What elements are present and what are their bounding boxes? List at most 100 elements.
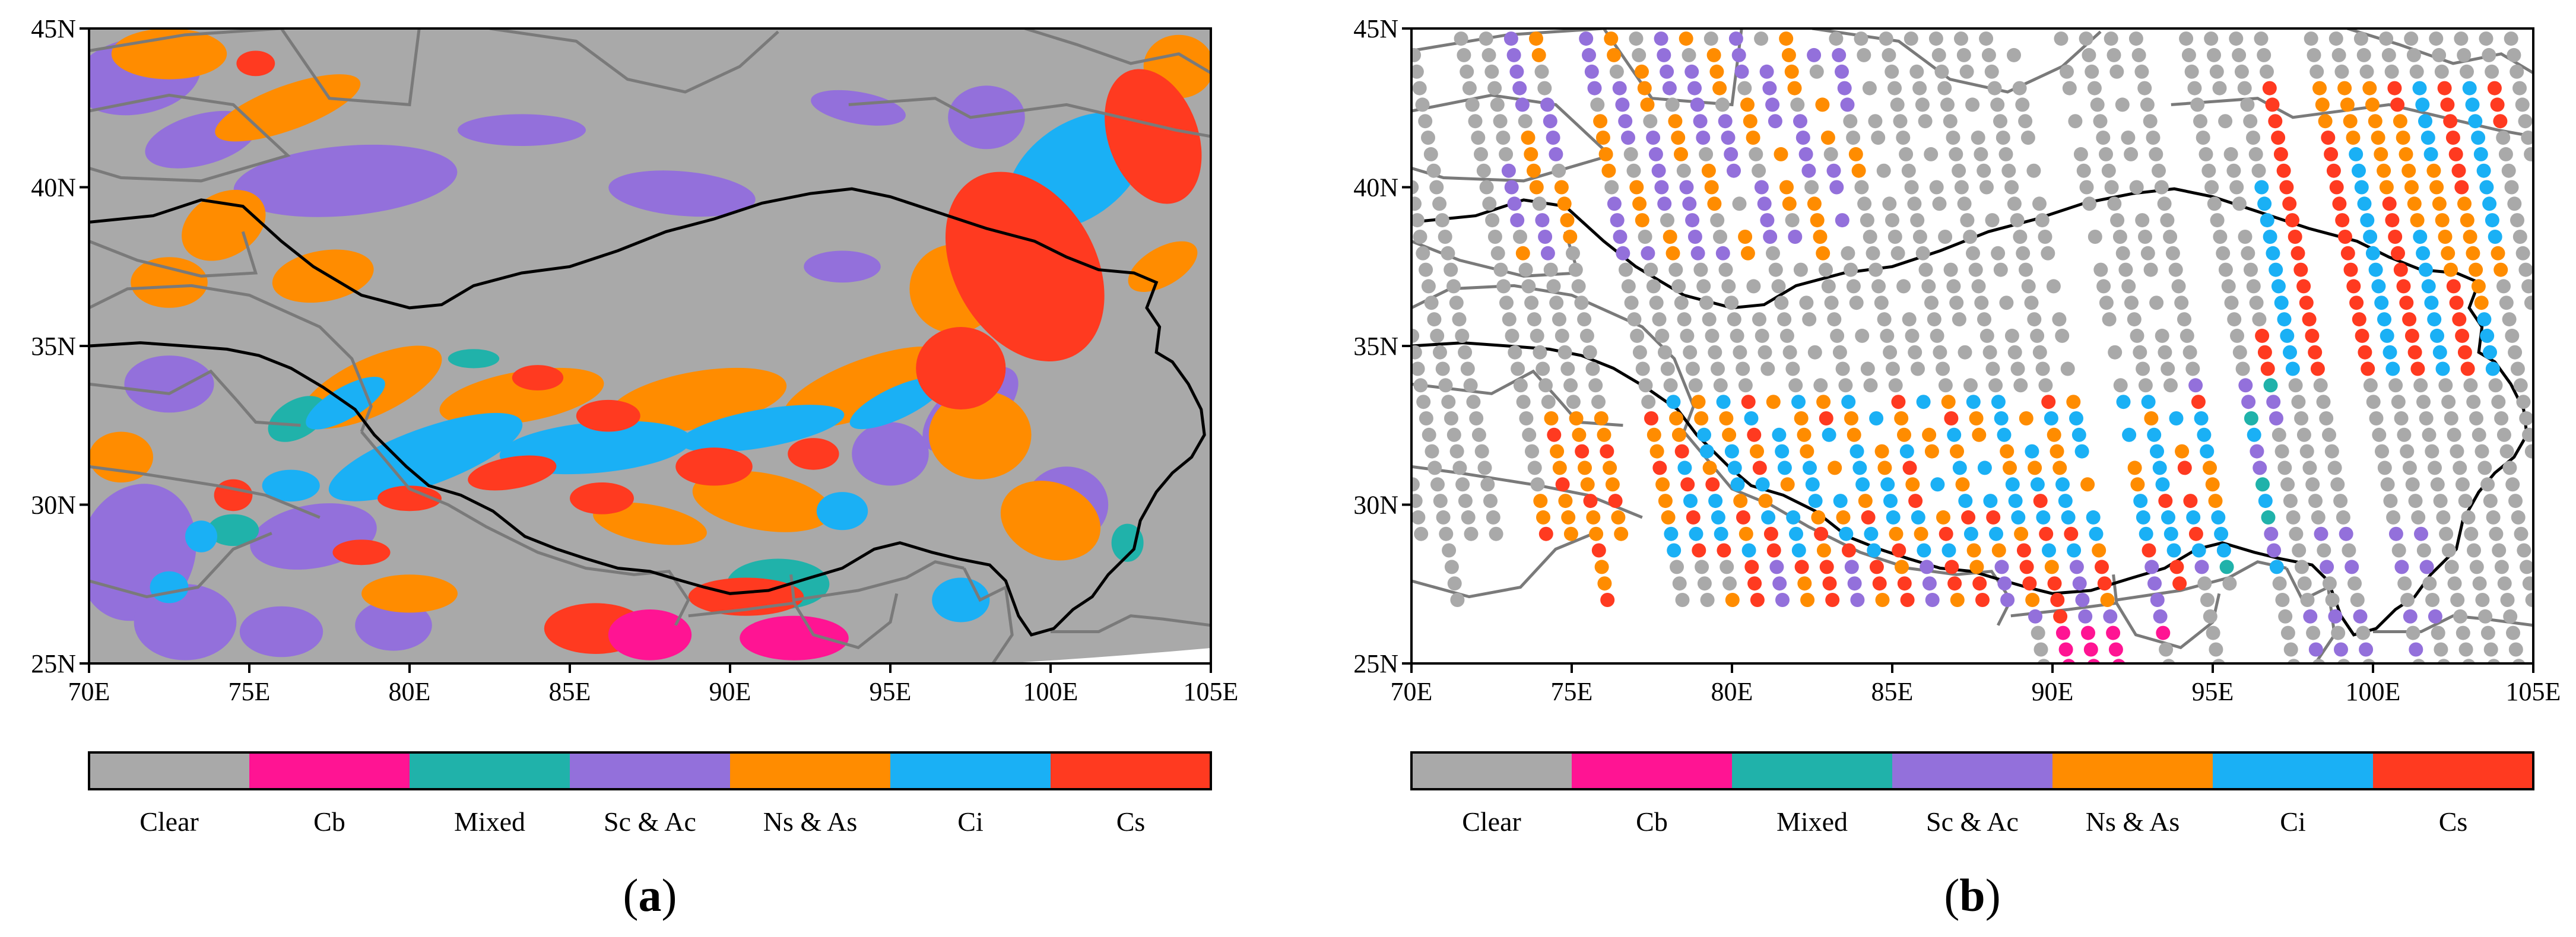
legend-swatch-ns-as [730,752,890,789]
track-point-cs [1872,576,1887,591]
track-point-clear [2275,593,2290,607]
track-point-clear [1490,246,1505,261]
track-point-clear [2019,262,2033,277]
track-point-cs [2361,361,2375,376]
track-point-ci [2011,510,2026,525]
track-point-clear [2037,659,2051,663]
track-point-ns-as [1966,543,1981,558]
track-point-clear [1710,213,1725,228]
track-point-clear [1682,47,1696,62]
track-point-ci [2462,81,2477,96]
track-point-clear [1819,262,1833,277]
track-point-ci [2479,180,2494,195]
track-point-ci [2271,279,2286,294]
cloud-patch-mixed [1111,523,1144,562]
track-point-clear [1946,279,1961,294]
track-point-clear [1452,312,1467,327]
track-point-cs [1750,593,1765,607]
track-point-sc-ac [2303,609,2318,624]
track-point-cb [2087,659,2101,663]
track-point-clear [1854,31,1868,46]
track-point-clear [1790,97,1805,112]
track-point-clear [2430,28,2437,30]
track-point-clear [1465,97,1480,112]
track-point-clear [1899,147,1914,161]
track-point-clear [2514,526,2529,541]
track-point-ci [1711,510,1725,525]
track-point-ci [2152,460,2167,475]
cloud-patch-ci [262,469,320,502]
track-point-clear [2513,378,2528,393]
y-tick-label: 35N [1353,332,1398,361]
track-point-ci [2480,328,2495,343]
track-point-ci [1699,444,1714,459]
track-point-ci [1789,526,1803,541]
track-point-clear [1571,279,1586,294]
track-point-clear [2406,47,2421,62]
cloud-patch-cs [576,399,640,432]
track-point-clear [2213,230,2228,244]
track-point-ns-as [1661,510,1676,525]
track-point-ns-as [1560,213,1575,228]
track-point-clear [1670,560,1684,574]
track-point-clear [2325,593,2340,607]
track-point-ns-as [1589,526,1604,541]
track-point-clear [2216,246,2231,261]
track-point-ns-as [2337,81,2352,96]
track-point-ns-as [2396,131,2410,145]
cloud-patch-cb [740,615,849,660]
track-point-ns-as [1569,411,1584,425]
track-point-clear [2180,28,2187,30]
track-point-clear [1927,312,1941,327]
track-point-clear [2102,312,2117,327]
track-point-clear [2038,378,2053,393]
track-point-ns-as [1807,196,1822,211]
track-point-clear [1489,526,1503,541]
track-point-clear [2431,625,2445,640]
track-point-clear [2458,642,2473,657]
track-point-sc-ac [1765,97,1780,112]
track-point-sc-ac [1731,47,1746,62]
track-point-cs [1900,593,1915,607]
track-point-cs [2050,593,2065,607]
track-point-ns-as [1647,427,1661,442]
track-point-clear [1890,97,1905,112]
track-point-ci [2042,543,2056,558]
track-point-clear [2249,296,2264,310]
track-point-ns-as [2003,460,2017,475]
x-tick-label: 85E [549,677,591,706]
track-point-clear [2222,576,2237,591]
track-point-ci [1991,395,2006,409]
track-point-clear [2054,31,2069,46]
track-point-clear [2312,659,2326,663]
y-tick-label: 25N [31,649,76,678]
cloud-patch-ns-as [272,249,374,303]
track-point-clear [1952,163,1966,178]
track-point-clear [1487,230,1502,244]
track-point-ci [2122,427,2137,442]
track-point-sc-ac [1795,131,1810,145]
track-point-clear [1702,312,1717,327]
track-point-ns-as [1515,246,1530,261]
track-point-clear [1915,246,1930,261]
track-point-cb [2062,659,2076,663]
track-point-cs [1766,543,1781,558]
track-point-clear [2363,378,2378,393]
track-point-clear [2133,345,2147,360]
track-point-ns-as [1640,97,1655,112]
track-point-ci [2133,494,2148,509]
track-point-ci [2432,345,2447,360]
track-point-ns-as [1875,593,1890,607]
cloud-patch-sc-ac [804,250,881,283]
track-point-ns-as [1611,510,1626,525]
track-point-clear [1502,312,1517,327]
track-point-clear [2502,312,2517,327]
track-point-clear [2488,378,2503,393]
track-point-ci [1864,526,1879,541]
legend-label: Cb [313,806,345,837]
track-point-sc-ac [2419,560,2434,574]
track-point-ns-as [2404,180,2419,195]
track-point-clear [2507,196,2522,211]
track-point-clear [2027,312,2042,327]
cloud-patch-ns-as [439,367,604,426]
